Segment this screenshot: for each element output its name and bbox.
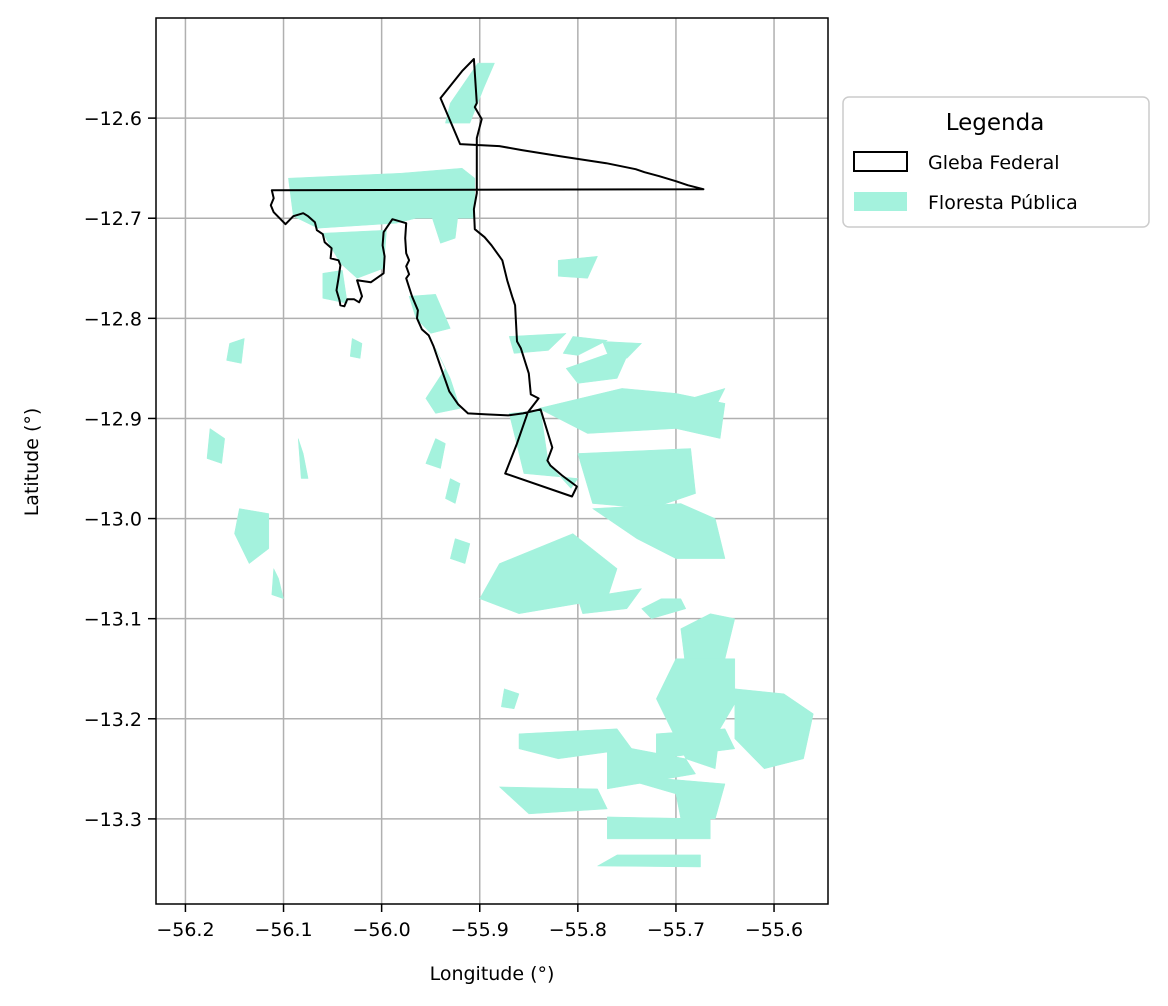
floresta-publica-polygon — [408, 294, 451, 334]
legend-floresta-label: Floresta Pública — [928, 192, 1078, 214]
floresta-publica-polygon — [271, 567, 284, 600]
legend-gleba-label: Gleba Federal — [928, 152, 1060, 174]
x-tick-label: −55.8 — [549, 919, 607, 941]
y-tick-label: −12.6 — [84, 108, 142, 130]
legend-box — [842, 96, 1150, 228]
y-tick-label: −13.1 — [84, 609, 142, 631]
legend: Legenda Gleba Federal Floresta Pública — [842, 96, 1150, 228]
floresta-publica-polygon — [349, 338, 363, 359]
floresta-publica-polygon — [656, 728, 736, 760]
legend-gleba-swatch — [853, 151, 908, 172]
x-tick-label: −56.2 — [156, 919, 214, 941]
floresta-publica-polygon — [537, 388, 726, 439]
y-axis-label: Latitude (°) — [21, 408, 43, 517]
y-tick-label: −13.3 — [84, 809, 142, 831]
floresta-publica-polygon — [577, 588, 643, 614]
floresta-publica-polygon — [206, 428, 225, 464]
plot-frame — [155, 17, 829, 905]
gleba-federal-outline — [269, 58, 705, 498]
floresta-publica-polygon — [425, 438, 446, 469]
floresta-publica-polygon — [596, 854, 701, 868]
y-tick-label: −13.2 — [84, 709, 142, 731]
legend-floresta-swatch — [854, 192, 907, 211]
legend-title: Legenda — [946, 110, 1045, 136]
floresta-publica-polygon — [565, 344, 633, 384]
y-tick-label: −12.8 — [84, 308, 142, 330]
y-tick-label: −13.0 — [84, 509, 142, 531]
floresta-publica-polygon — [445, 478, 461, 504]
floresta-publica-polygon — [557, 256, 598, 279]
floresta-publica-polygon — [498, 786, 608, 815]
floresta-publica-polygon — [425, 348, 461, 414]
floresta-publica-polygon — [425, 197, 461, 244]
floresta-publica-polygon — [607, 816, 711, 840]
floresta-publica-polygon — [591, 503, 726, 559]
floresta-publica-layer — [206, 62, 814, 868]
y-tick-label: −12.7 — [84, 208, 142, 230]
gleba-federal-layer — [269, 58, 705, 498]
x-tick-label: −55.9 — [451, 919, 509, 941]
x-tick-label: −56.0 — [353, 919, 411, 941]
floresta-publica-polygon — [445, 62, 495, 124]
floresta-publica-polygon — [322, 270, 348, 304]
floresta-publica-polygon — [234, 508, 270, 564]
floresta-publica-polygon — [508, 333, 567, 354]
floresta-publica-polygon — [226, 338, 245, 364]
x-axis-label: Longitude (°) — [430, 963, 555, 985]
floresta-publica-polygon — [501, 688, 520, 710]
floresta-publica-polygon — [518, 728, 633, 760]
floresta-publica-polygon — [562, 336, 609, 356]
x-tick-label: −55.7 — [647, 919, 705, 941]
floresta-publica-polygon — [322, 229, 387, 279]
floresta-publica-polygon — [660, 387, 726, 424]
x-tick-label: −55.6 — [745, 919, 803, 941]
y-tick-label: −12.9 — [84, 408, 142, 430]
axis-ticks: −56.2 −56.1 −56.0 −55.9 −55.8 −55.7 −55.6 −12.6… — [84, 108, 803, 941]
floresta-publica-polygon — [641, 598, 687, 619]
floresta-publica-polygon — [450, 538, 471, 564]
floresta-publica-polygon — [297, 438, 309, 479]
floresta-publica-polygon — [734, 688, 814, 770]
floresta-publica-polygon — [577, 448, 696, 509]
x-tick-label: −56.1 — [254, 919, 312, 941]
